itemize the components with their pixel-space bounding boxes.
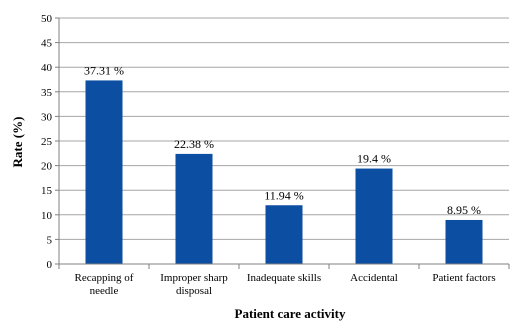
gridlines — [59, 17, 509, 265]
bars — [85, 80, 483, 264]
x-tick-label: Inadequate skills — [247, 272, 321, 284]
x-tick-label-line: needle — [90, 285, 119, 297]
data-label: 8.95 % — [447, 203, 481, 217]
y-tick-label: 50 — [41, 13, 53, 25]
x-tick-label-line: Patient factors — [432, 272, 495, 284]
y-tick-label: 5 — [47, 234, 53, 246]
y-tick-label: 15 — [41, 185, 53, 197]
x-tick-label: Patient factors — [432, 272, 495, 284]
data-label: 37.31 % — [84, 63, 124, 77]
y-tick-label: 0 — [47, 259, 53, 271]
x-tick-label-line: Improper sharp — [160, 272, 228, 284]
x-tick-label-line: disposal — [176, 285, 212, 297]
y-tick-label: 35 — [41, 87, 53, 99]
x-tick-label-line: Accidental — [350, 272, 398, 284]
bar — [85, 80, 123, 264]
data-label: 22.38 % — [174, 137, 214, 151]
data-labels: 37.31 % 22.38 % 11.94 % 19.4 % 8.95 % — [84, 63, 481, 217]
x-tick-label: Improper sharp disposal — [160, 272, 228, 297]
y-tick-label: 20 — [41, 161, 53, 173]
y-tick-label: 25 — [41, 136, 53, 148]
bar — [445, 219, 483, 264]
y-tick-label: 45 — [41, 38, 53, 50]
x-tick-labels: Recapping of needle Improper sharp disposal… — [75, 272, 496, 297]
y-tick-label: 10 — [41, 210, 53, 222]
y-axis-title: Rate (%) — [10, 117, 25, 168]
x-tick-label: Accidental — [350, 272, 398, 284]
bar — [355, 168, 393, 264]
x-tick-label-line: Inadequate skills — [247, 272, 321, 284]
y-tick-labels: 0 5 10 15 20 25 30 35 40 45 50 — [41, 13, 53, 271]
y-tick-label: 40 — [41, 62, 53, 74]
bar — [175, 153, 213, 264]
x-tick-label: Recapping of needle — [75, 272, 134, 297]
data-label: 19.4 % — [357, 152, 391, 166]
y-tick-label: 30 — [41, 111, 53, 123]
data-label: 11.94 % — [264, 188, 304, 202]
bar — [265, 205, 303, 264]
x-axis-title: Patient care activity — [235, 306, 346, 321]
x-tick-label-line: Recapping of — [75, 272, 134, 284]
axes — [55, 17, 510, 269]
